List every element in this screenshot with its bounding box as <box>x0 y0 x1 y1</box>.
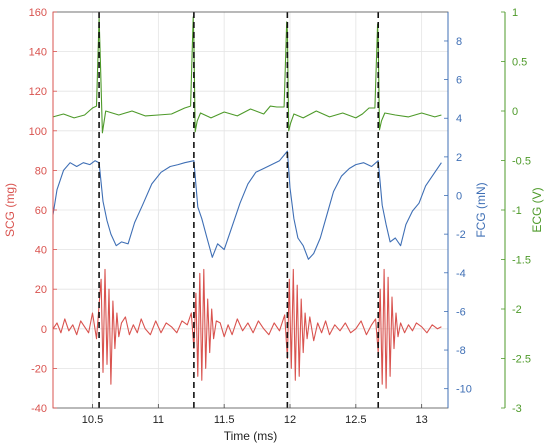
ecg-tick-label: -3 <box>512 403 522 415</box>
fcg-tick-label: 2 <box>456 152 462 164</box>
ecg-tick-label: 0.5 <box>512 57 527 69</box>
ecg-axis-label: ECG (V) <box>530 187 544 232</box>
fcg-tick-label: 0 <box>456 191 462 203</box>
ecg-tick-label: -1.5 <box>512 255 531 267</box>
x-axis-label: Time (ms) <box>224 429 278 443</box>
scg-tick-label: 80 <box>35 165 47 177</box>
x-tick-label: 11.5 <box>214 414 235 426</box>
fcg-tick-label: -8 <box>456 345 466 357</box>
x-tick-label: 13 <box>416 414 428 426</box>
scg-tick-label: 40 <box>35 245 47 257</box>
scg-tick-label: -20 <box>31 363 47 375</box>
x-tick-label: 11 <box>153 414 164 426</box>
fcg-tick-label: 8 <box>456 36 462 48</box>
scg-tick-label: 0 <box>41 324 47 336</box>
fcg-tick-label: -10 <box>456 384 472 396</box>
scg-tick-label: 60 <box>35 205 47 217</box>
scg-axis-label: SCG (mg) <box>3 183 17 237</box>
scg-tick-label: 20 <box>35 284 47 296</box>
fcg-series-line <box>52 150 442 260</box>
ecg-tick-label: -1 <box>512 205 522 217</box>
fcg-tick-label: -4 <box>456 268 466 280</box>
x-tick-label: 12 <box>284 414 296 426</box>
fcg-tick-label: -6 <box>456 306 466 318</box>
scg-tick-label: 100 <box>29 126 47 138</box>
scg-tick-label: -40 <box>31 403 47 415</box>
series-lines <box>52 16 442 389</box>
ecg-tick-label: -2.5 <box>512 354 531 366</box>
ecg-series-line <box>52 16 442 134</box>
r-peak-markers <box>98 12 380 408</box>
ecg-tick-label: -0.5 <box>512 156 531 168</box>
ecg-tick-label: -2 <box>512 304 522 316</box>
scg-tick-label: 160 <box>29 7 47 19</box>
x-tick-label: 12.5 <box>345 414 366 426</box>
fcg-axis-label: FCG (mN) <box>474 182 488 237</box>
ecg-tick-label: 1 <box>512 7 518 19</box>
ecg-tick-label: 0 <box>512 106 518 118</box>
scg-tick-label: 140 <box>29 47 47 59</box>
x-tick-label: 10.5 <box>82 414 103 426</box>
scg-tick-label: 120 <box>29 86 47 98</box>
fcg-tick-label: 6 <box>456 75 462 87</box>
fcg-tick-label: -2 <box>456 229 466 241</box>
axes: 10.5 11 11.5 12 12.5 13160140120100806040200-… <box>29 7 531 426</box>
scg-series-line <box>52 268 442 389</box>
fcg-tick-label: 4 <box>456 113 462 125</box>
